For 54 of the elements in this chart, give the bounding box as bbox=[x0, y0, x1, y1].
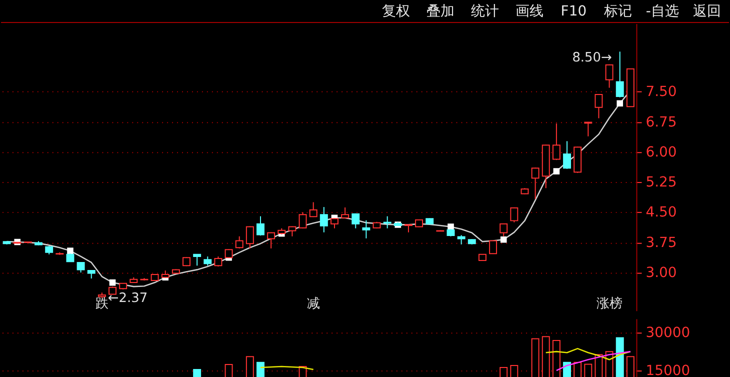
text: F10 bbox=[560, 3, 587, 20]
point bbox=[553, 168, 560, 174]
text: 标记 bbox=[603, 3, 632, 20]
candlestick bbox=[246, 226, 254, 249]
candlestick bbox=[383, 216, 392, 229]
candlestick bbox=[352, 212, 360, 229]
candlestick bbox=[267, 232, 276, 249]
candlestick bbox=[298, 212, 307, 229]
candlestick bbox=[563, 140, 572, 170]
candlestick bbox=[235, 236, 244, 249]
candlestick bbox=[193, 254, 202, 266]
y-tick-label: 3.75 bbox=[646, 234, 677, 251]
candlestick bbox=[204, 256, 212, 266]
y-tick-label: 30000 bbox=[646, 325, 690, 342]
text: 统计 bbox=[470, 3, 499, 20]
candlestick bbox=[76, 262, 85, 274]
text: 复权 bbox=[382, 3, 410, 20]
text: 叠加 bbox=[426, 3, 455, 20]
candlestick bbox=[320, 206, 328, 233]
text: 画线 bbox=[515, 3, 544, 20]
candlestick bbox=[256, 216, 264, 236]
candlestick bbox=[341, 206, 350, 219]
y-tick-label: 5.25 bbox=[646, 174, 677, 191]
y-tick-label: 4.50 bbox=[646, 204, 677, 221]
y-tick-label: 7.50 bbox=[646, 84, 677, 100]
candlestick bbox=[616, 51, 624, 98]
candlestick bbox=[362, 220, 370, 239]
point bbox=[109, 279, 116, 286]
annotation: 涨榜 bbox=[596, 296, 622, 312]
annotation: 减 bbox=[306, 296, 320, 312]
y-tick-label: 6.00 bbox=[646, 144, 677, 160]
text: -自选 bbox=[646, 3, 679, 20]
y-tick-label: 6.75 bbox=[646, 114, 677, 130]
point bbox=[67, 248, 74, 254]
candlestick bbox=[531, 167, 540, 200]
annotation: ←2.37 bbox=[108, 290, 148, 306]
line-series bbox=[556, 350, 632, 372]
candlestick bbox=[510, 206, 518, 223]
point bbox=[448, 224, 454, 230]
point bbox=[500, 236, 507, 243]
candlestick bbox=[552, 122, 560, 161]
candlestick bbox=[309, 202, 318, 218]
candlestick bbox=[584, 121, 592, 137]
text: 返回 bbox=[692, 3, 721, 20]
y-tick-label: 15000 bbox=[646, 363, 690, 377]
point bbox=[616, 100, 624, 107]
candlestick bbox=[457, 234, 466, 245]
annotation: 8.50→ bbox=[572, 50, 612, 66]
annotation: 跌 bbox=[95, 296, 108, 312]
candlestick bbox=[594, 94, 603, 119]
candlestick bbox=[288, 226, 296, 237]
candlestick bbox=[214, 256, 222, 267]
candlestick bbox=[605, 64, 614, 88]
y-tick-label: 3.00 bbox=[646, 264, 677, 281]
